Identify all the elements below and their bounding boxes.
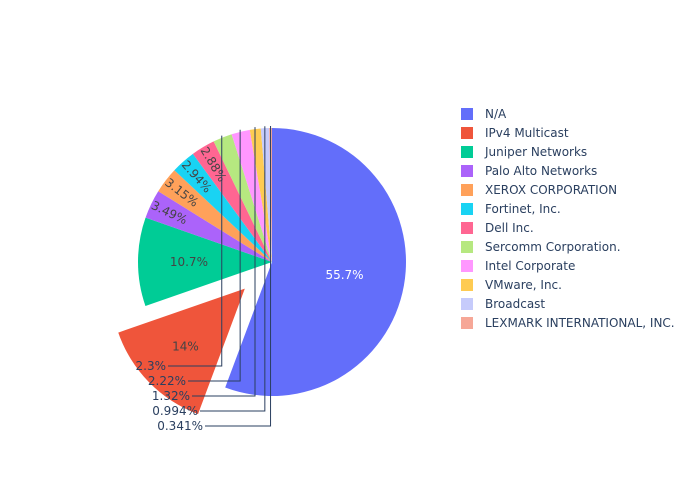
legend-swatch [461,165,473,177]
slice-label-lexmark-international-inc: 0.341% [157,419,203,433]
legend-item-xerox-corporation[interactable]: XEROX CORPORATION [461,183,617,197]
legend-item-sercomm-corporation[interactable]: Sercomm Corporation. [461,240,621,254]
slice-label-ipv4-multicast: 14% [172,340,199,354]
legend-item-intel-corporate[interactable]: Intel Corporate [461,259,575,273]
legend-label: LEXMARK INTERNATIONAL, INC. [485,316,675,330]
slice-label-n-a: 55.7% [325,268,363,282]
legend-item-lexmark-international-inc[interactable]: LEXMARK INTERNATIONAL, INC. [461,316,675,330]
slice-leader-line-sercomm-corporation [168,135,223,367]
legend-item-fortinet-inc[interactable]: Fortinet, Inc. [461,202,561,216]
legend-label: N/A [485,107,507,121]
legend-item-dell-inc[interactable]: Dell Inc. [461,221,534,235]
pie-slice-dell-inc[interactable] [192,141,272,262]
legend-label: Palo Alto Networks [485,164,597,178]
legend-swatch [461,279,473,291]
legend-label: Fortinet, Inc. [485,202,561,216]
legend-item-broadcast[interactable]: Broadcast [461,297,545,311]
legend-swatch [461,108,473,120]
legend-label: IPv4 Multicast [485,126,569,140]
legend-swatch [461,317,473,329]
legend-label: XEROX CORPORATION [485,183,617,197]
slice-leader-line-intel-corporate [188,129,241,382]
chart-legend[interactable]: N/A IPv4 Multicast Juniper Networks Palo Al… [461,107,675,330]
pie-slice-juniper-networks[interactable] [138,217,272,306]
slice-label-juniper-networks: 10.7% [170,255,208,269]
legend-item-vmware-inc[interactable]: VMware, Inc. [461,278,562,292]
pie-slice-sercomm-corporation[interactable] [213,134,272,262]
pie-slice-intel-corporate[interactable] [231,129,272,262]
pie-slice-broadcast[interactable] [260,128,272,262]
legend-swatch [461,298,473,310]
pie-slice-ipv4-multicast[interactable] [118,288,245,415]
legend-label: Intel Corporate [485,259,575,273]
slice-label-intel-corporate: 2.22% [148,374,186,388]
legend-label: Juniper Networks [484,145,587,159]
slice-label-sercomm-corporation: 2.3% [136,359,167,373]
legend-item-juniper-networks[interactable]: Juniper Networks [461,145,587,159]
legend-swatch [461,241,473,253]
legend-swatch [461,146,473,158]
legend-label: VMware, Inc. [485,278,562,292]
legend-swatch [461,260,473,272]
legend-item-ipv4-multicast[interactable]: IPv4 Multicast [461,126,569,140]
legend-label: Sercomm Corporation. [485,240,621,254]
pie-slice-fortinet-inc[interactable] [174,153,272,262]
slice-label-vmware-inc: 1.32% [152,389,190,403]
legend-swatch [461,184,473,196]
slice-leader-line-broadcast [200,126,266,412]
slice-leader-line-vmware-inc [192,127,256,397]
legend-label: Broadcast [485,297,545,311]
legend-swatch [461,127,473,139]
pie-slice-xerox-corporation[interactable] [158,170,272,262]
legend-label: Dell Inc. [485,221,534,235]
legend-item-palo-alto-networks[interactable]: Palo Alto Networks [461,164,597,178]
legend-item-n-a[interactable]: N/A [461,107,507,121]
legend-swatch [461,203,473,215]
slice-leader-line-lexmark-international-inc [205,126,272,427]
slice-label-broadcast: 0.994% [152,404,198,418]
legend-swatch [461,222,473,234]
